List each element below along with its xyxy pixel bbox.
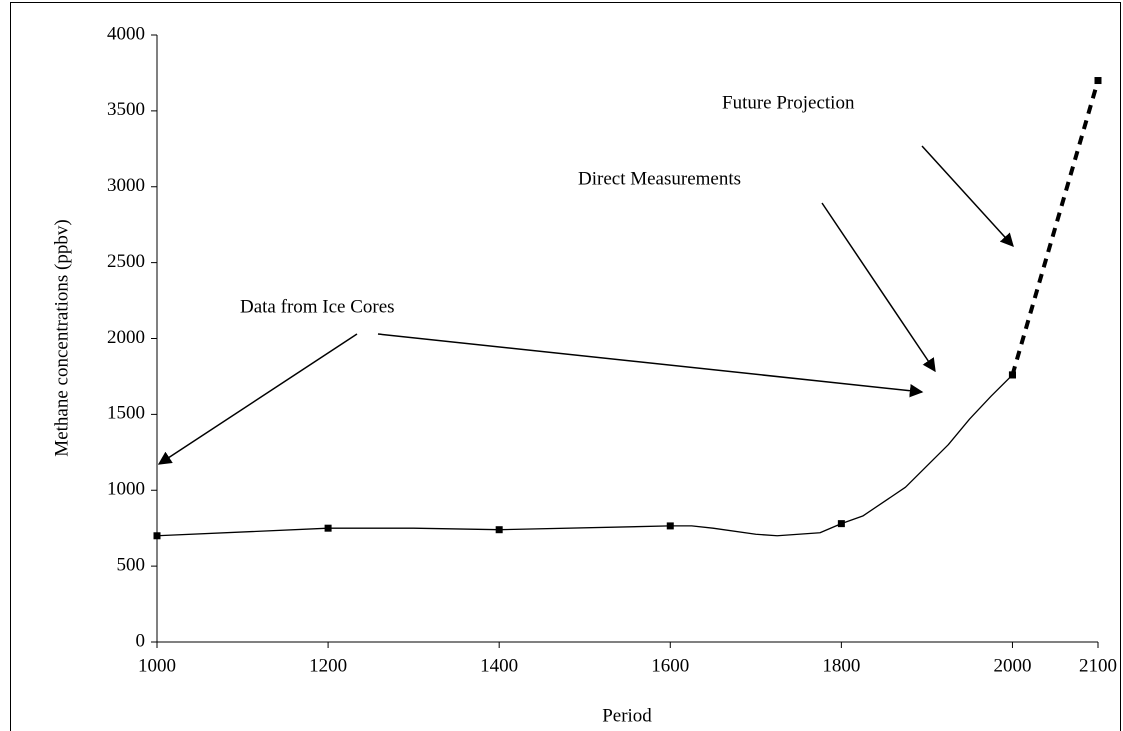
y-tick-label: 500 [117,554,146,575]
x-tick-label: 1200 [309,655,347,676]
y-tick-label: 1000 [107,479,145,500]
x-tick-label: 2100 [1079,655,1117,676]
point-marker [1094,77,1102,85]
arrow [157,333,358,465]
x-tick-label: 1000 [138,655,176,676]
x-tick-label: 1400 [480,655,518,676]
y-axis-title: Methane concentrations (ppbv) [51,219,72,456]
annotation: Direct Measurements [578,168,741,189]
annotation-arrows [157,145,1014,465]
arrow [821,202,936,373]
y-tick-label: 4000 [107,23,145,44]
x-tick-label: 2000 [993,655,1031,676]
annotation: Data from Ice Cores [240,296,395,317]
chart-frame [10,2,1121,731]
y-tick-label: 3000 [107,175,145,196]
point-marker [1008,371,1016,379]
point-marker [837,520,845,528]
annotation: Future Projection [722,92,855,113]
point-marker [153,532,161,540]
y-tick-label: 0 [136,630,146,651]
point-marker [495,526,503,534]
series-line [156,374,1013,537]
y-tick-label: 2000 [107,327,145,348]
x-tick-label: 1600 [651,655,689,676]
arrow [377,333,924,398]
y-tick-label: 1500 [107,403,145,424]
y-tick-label: 3500 [107,99,145,120]
projection-line [1010,79,1100,376]
point-marker [324,524,332,532]
y-tick-label: 2500 [107,251,145,272]
x-axis-title: Period [602,705,652,726]
point-marker [666,522,674,530]
arrow [921,145,1014,247]
x-tick-label: 1800 [822,655,860,676]
